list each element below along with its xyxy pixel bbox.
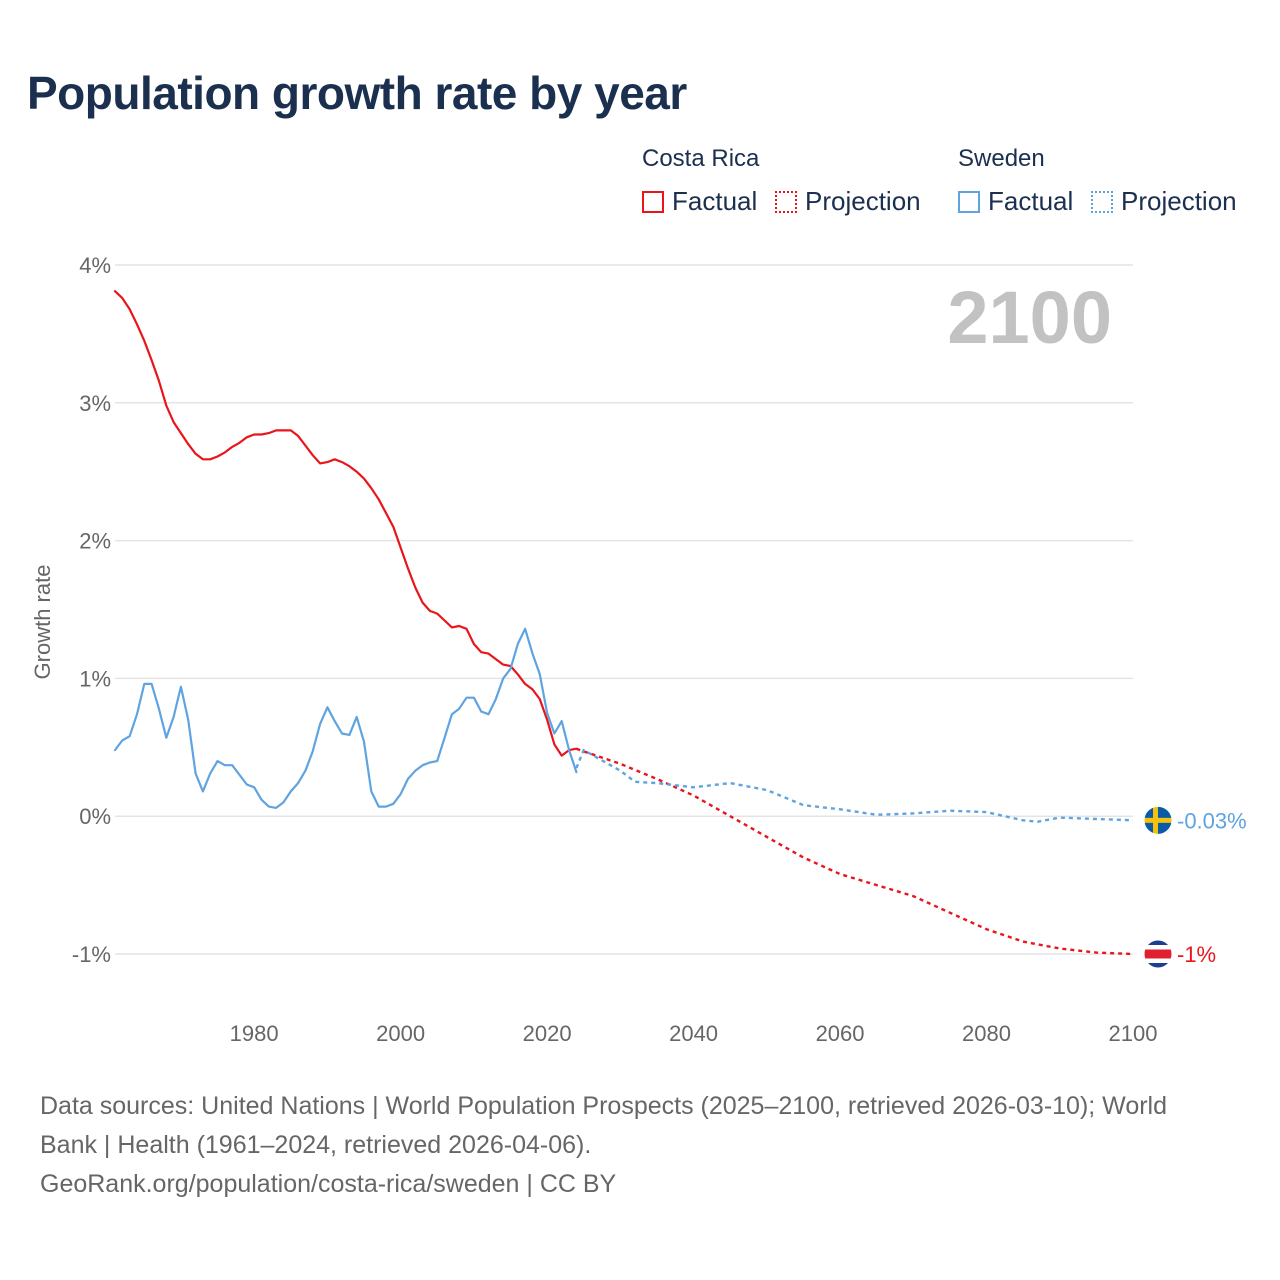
legend-group-costa-rica: Costa Rica bbox=[642, 145, 760, 172]
end-value-label: -1% bbox=[1177, 942, 1216, 967]
legend-label: Factual bbox=[988, 186, 1074, 216]
y-tick-label: 4% bbox=[79, 253, 111, 278]
costa-rica-flag-icon bbox=[1143, 939, 1173, 969]
series-lines bbox=[113, 290, 1134, 956]
series-costa-rica-projection bbox=[575, 747, 1134, 956]
legend-sweden-factual[interactable]: Factual bbox=[958, 186, 1073, 217]
x-tick-label: 2060 bbox=[816, 1021, 865, 1046]
sources-line-3[interactable]: GeoRank.org/population/costa-rica/sweden… bbox=[40, 1170, 617, 1198]
y-axis-label: Growth rate bbox=[30, 565, 55, 680]
legend-costa-rica-factual[interactable]: Factual bbox=[642, 186, 757, 217]
legend-swatch-dotted bbox=[1091, 190, 1113, 213]
gridlines bbox=[115, 264, 1133, 955]
series-sweden-factual bbox=[113, 627, 578, 809]
x-axis-ticks: 1980 2000 2020 2040 2060 2080 2100 bbox=[230, 1021, 1158, 1046]
x-tick-label: 2000 bbox=[376, 1021, 425, 1046]
legend-label: Factual bbox=[672, 186, 758, 216]
x-tick-label: 2100 bbox=[1109, 1021, 1158, 1046]
legend-swatch-solid bbox=[958, 190, 980, 213]
y-tick-label: -1% bbox=[72, 942, 111, 967]
chart-title: Population growth rate by year bbox=[27, 67, 687, 119]
legend-swatch-solid bbox=[642, 190, 664, 213]
end-value-label: -0.03% bbox=[1177, 808, 1247, 833]
legend-label: Projection bbox=[1121, 186, 1237, 216]
y-axis-ticks: -1% 0% 1% 2% 3% 4% bbox=[72, 253, 111, 967]
y-tick-label: 0% bbox=[79, 804, 111, 829]
end-labels: -0.03% -1% bbox=[1143, 805, 1247, 969]
legend-costa-rica-projection[interactable]: Projection bbox=[775, 186, 921, 217]
sources-line-2: Bank | Health (1961–2024, retrieved 2026… bbox=[40, 1131, 592, 1159]
year-watermark: 2100 bbox=[947, 276, 1112, 359]
legend-group-sweden: Sweden bbox=[958, 145, 1045, 172]
y-tick-label: 1% bbox=[79, 666, 111, 691]
y-tick-label: 3% bbox=[79, 391, 111, 416]
x-tick-label: 2040 bbox=[669, 1021, 718, 1046]
series-costa-rica-factual bbox=[113, 290, 578, 757]
series-sweden-projection bbox=[575, 748, 1134, 823]
x-tick-label: 2020 bbox=[523, 1021, 572, 1046]
x-tick-label: 1980 bbox=[230, 1021, 279, 1046]
legend-label: Projection bbox=[805, 186, 921, 216]
sources-line-1: Data sources: United Nations | World Pop… bbox=[40, 1092, 1168, 1120]
data-sources: Data sources: United Nations | World Pop… bbox=[40, 1087, 1240, 1204]
y-tick-label: 2% bbox=[79, 529, 111, 554]
legend-sweden-projection[interactable]: Projection bbox=[1091, 186, 1237, 217]
line-chart: -1% 0% 1% 2% 3% 4% 1980 2000 2020 2040 2060 2080 21… bbox=[30, 253, 1247, 1046]
legend-swatch-dotted bbox=[775, 190, 797, 213]
x-tick-label: 2080 bbox=[962, 1021, 1011, 1046]
sweden-flag-icon bbox=[1143, 805, 1173, 835]
